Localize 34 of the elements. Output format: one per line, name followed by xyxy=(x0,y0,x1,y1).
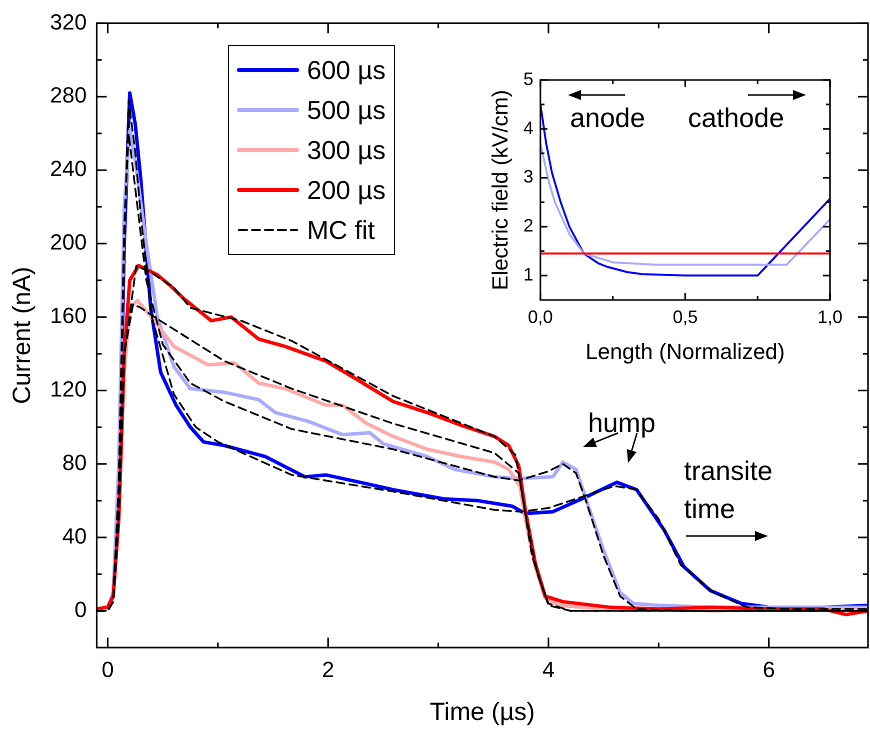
y-tick-label: 2 xyxy=(523,216,534,236)
y-tick-label: 5 xyxy=(523,68,534,89)
x-tick-label: 2 xyxy=(322,656,334,682)
y-tick-label: 1 xyxy=(523,264,534,285)
legend-label: 600 µs xyxy=(307,54,386,86)
annotation: hump xyxy=(588,407,657,440)
x-tick-label: 1,0 xyxy=(817,306,843,327)
y-tick-label: 160 xyxy=(50,303,87,328)
annotation: anode xyxy=(570,102,646,135)
y-tick-label: 320 xyxy=(50,9,87,34)
legend-label: 200 µs xyxy=(307,174,386,206)
legend-label: MC fit xyxy=(307,214,375,246)
y-axis-title: Current (nA) xyxy=(8,266,36,404)
x-tick-label: 0 xyxy=(102,656,114,682)
y-tick-label: 80 xyxy=(62,450,87,476)
y-tick-label: 40 xyxy=(62,523,87,548)
legend-label: 500 µs xyxy=(307,94,386,126)
x-tick-label: 6 xyxy=(762,656,775,682)
x-axis-title: Time (µs) xyxy=(430,698,535,726)
x-tick-label: 4 xyxy=(542,656,555,682)
y-tick-label: 4 xyxy=(523,118,534,138)
legend-label: 300 µs xyxy=(307,134,386,166)
y-tick-label: 280 xyxy=(50,82,87,108)
y-tick-label: 120 xyxy=(50,376,87,402)
y-tick-label: 3 xyxy=(523,166,534,187)
y-tick-label: 240 xyxy=(50,156,87,182)
x-tick-label: 0,0 xyxy=(528,306,553,327)
annotation: transite time xyxy=(684,455,774,526)
y-axis-title: Electric field (kV/cm) xyxy=(487,90,512,290)
y-tick-label: 200 xyxy=(50,230,87,255)
x-tick-label: 0,5 xyxy=(672,306,698,327)
y-tick-label: 0 xyxy=(74,596,87,622)
annotation: cathode xyxy=(688,102,786,135)
x-axis-title: Length (Normalized) xyxy=(586,338,785,364)
